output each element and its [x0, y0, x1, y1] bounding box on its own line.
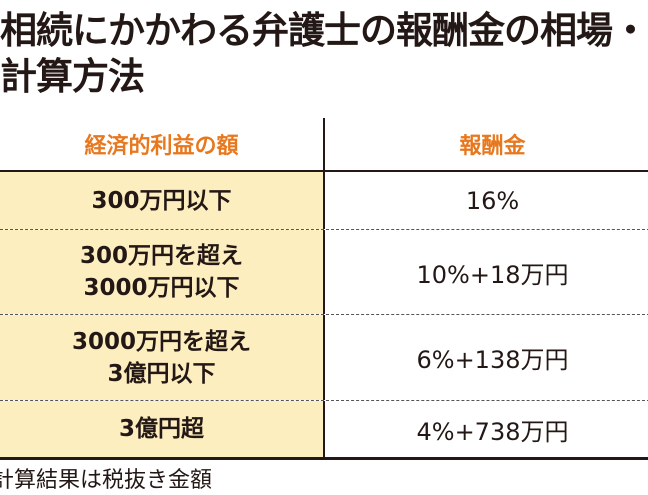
fee-cell: 10%+18万円 — [416, 260, 569, 289]
amount-cell: 3000万円を超え 3億円以下 — [0, 315, 325, 400]
title-line-2: 計算方法 — [0, 55, 145, 98]
table-row: 300万円以下 16% — [0, 172, 648, 230]
fee-table: 経済的利益の額 報酬金 300万円以下 16% 300万円を超え 3000万円以… — [0, 118, 648, 460]
footnote: 計算結果は税抜き金額 — [0, 468, 213, 493]
fee-cell: 16% — [465, 186, 520, 215]
page-title: 相続にかかわる弁護士の報酬金の相場・ 計算方法 — [0, 8, 648, 100]
amount-cell: 300万円を超え 3000万円以下 — [0, 230, 325, 314]
table-row: 300万円を超え 3000万円以下 10%+18万円 — [0, 230, 648, 315]
amount-cell: 3億円超 — [0, 401, 325, 457]
fee-cell: 4%+738万円 — [416, 417, 569, 446]
fee-cell: 6%+138万円 — [416, 346, 569, 374]
table-header: 経済的利益の額 報酬金 — [0, 118, 648, 172]
table-row: 3億円超 4%+738万円 — [0, 401, 648, 460]
table-row: 3000万円を超え 3億円以下 6%+138万円 — [0, 315, 648, 401]
header-fee: 報酬金 — [459, 134, 526, 159]
header-economic-benefit: 経済的利益の額 — [0, 118, 325, 170]
amount-cell: 300万円以下 — [0, 172, 325, 229]
title-line-1: 相続にかかわる弁護士の報酬金の相場・ — [0, 9, 648, 52]
